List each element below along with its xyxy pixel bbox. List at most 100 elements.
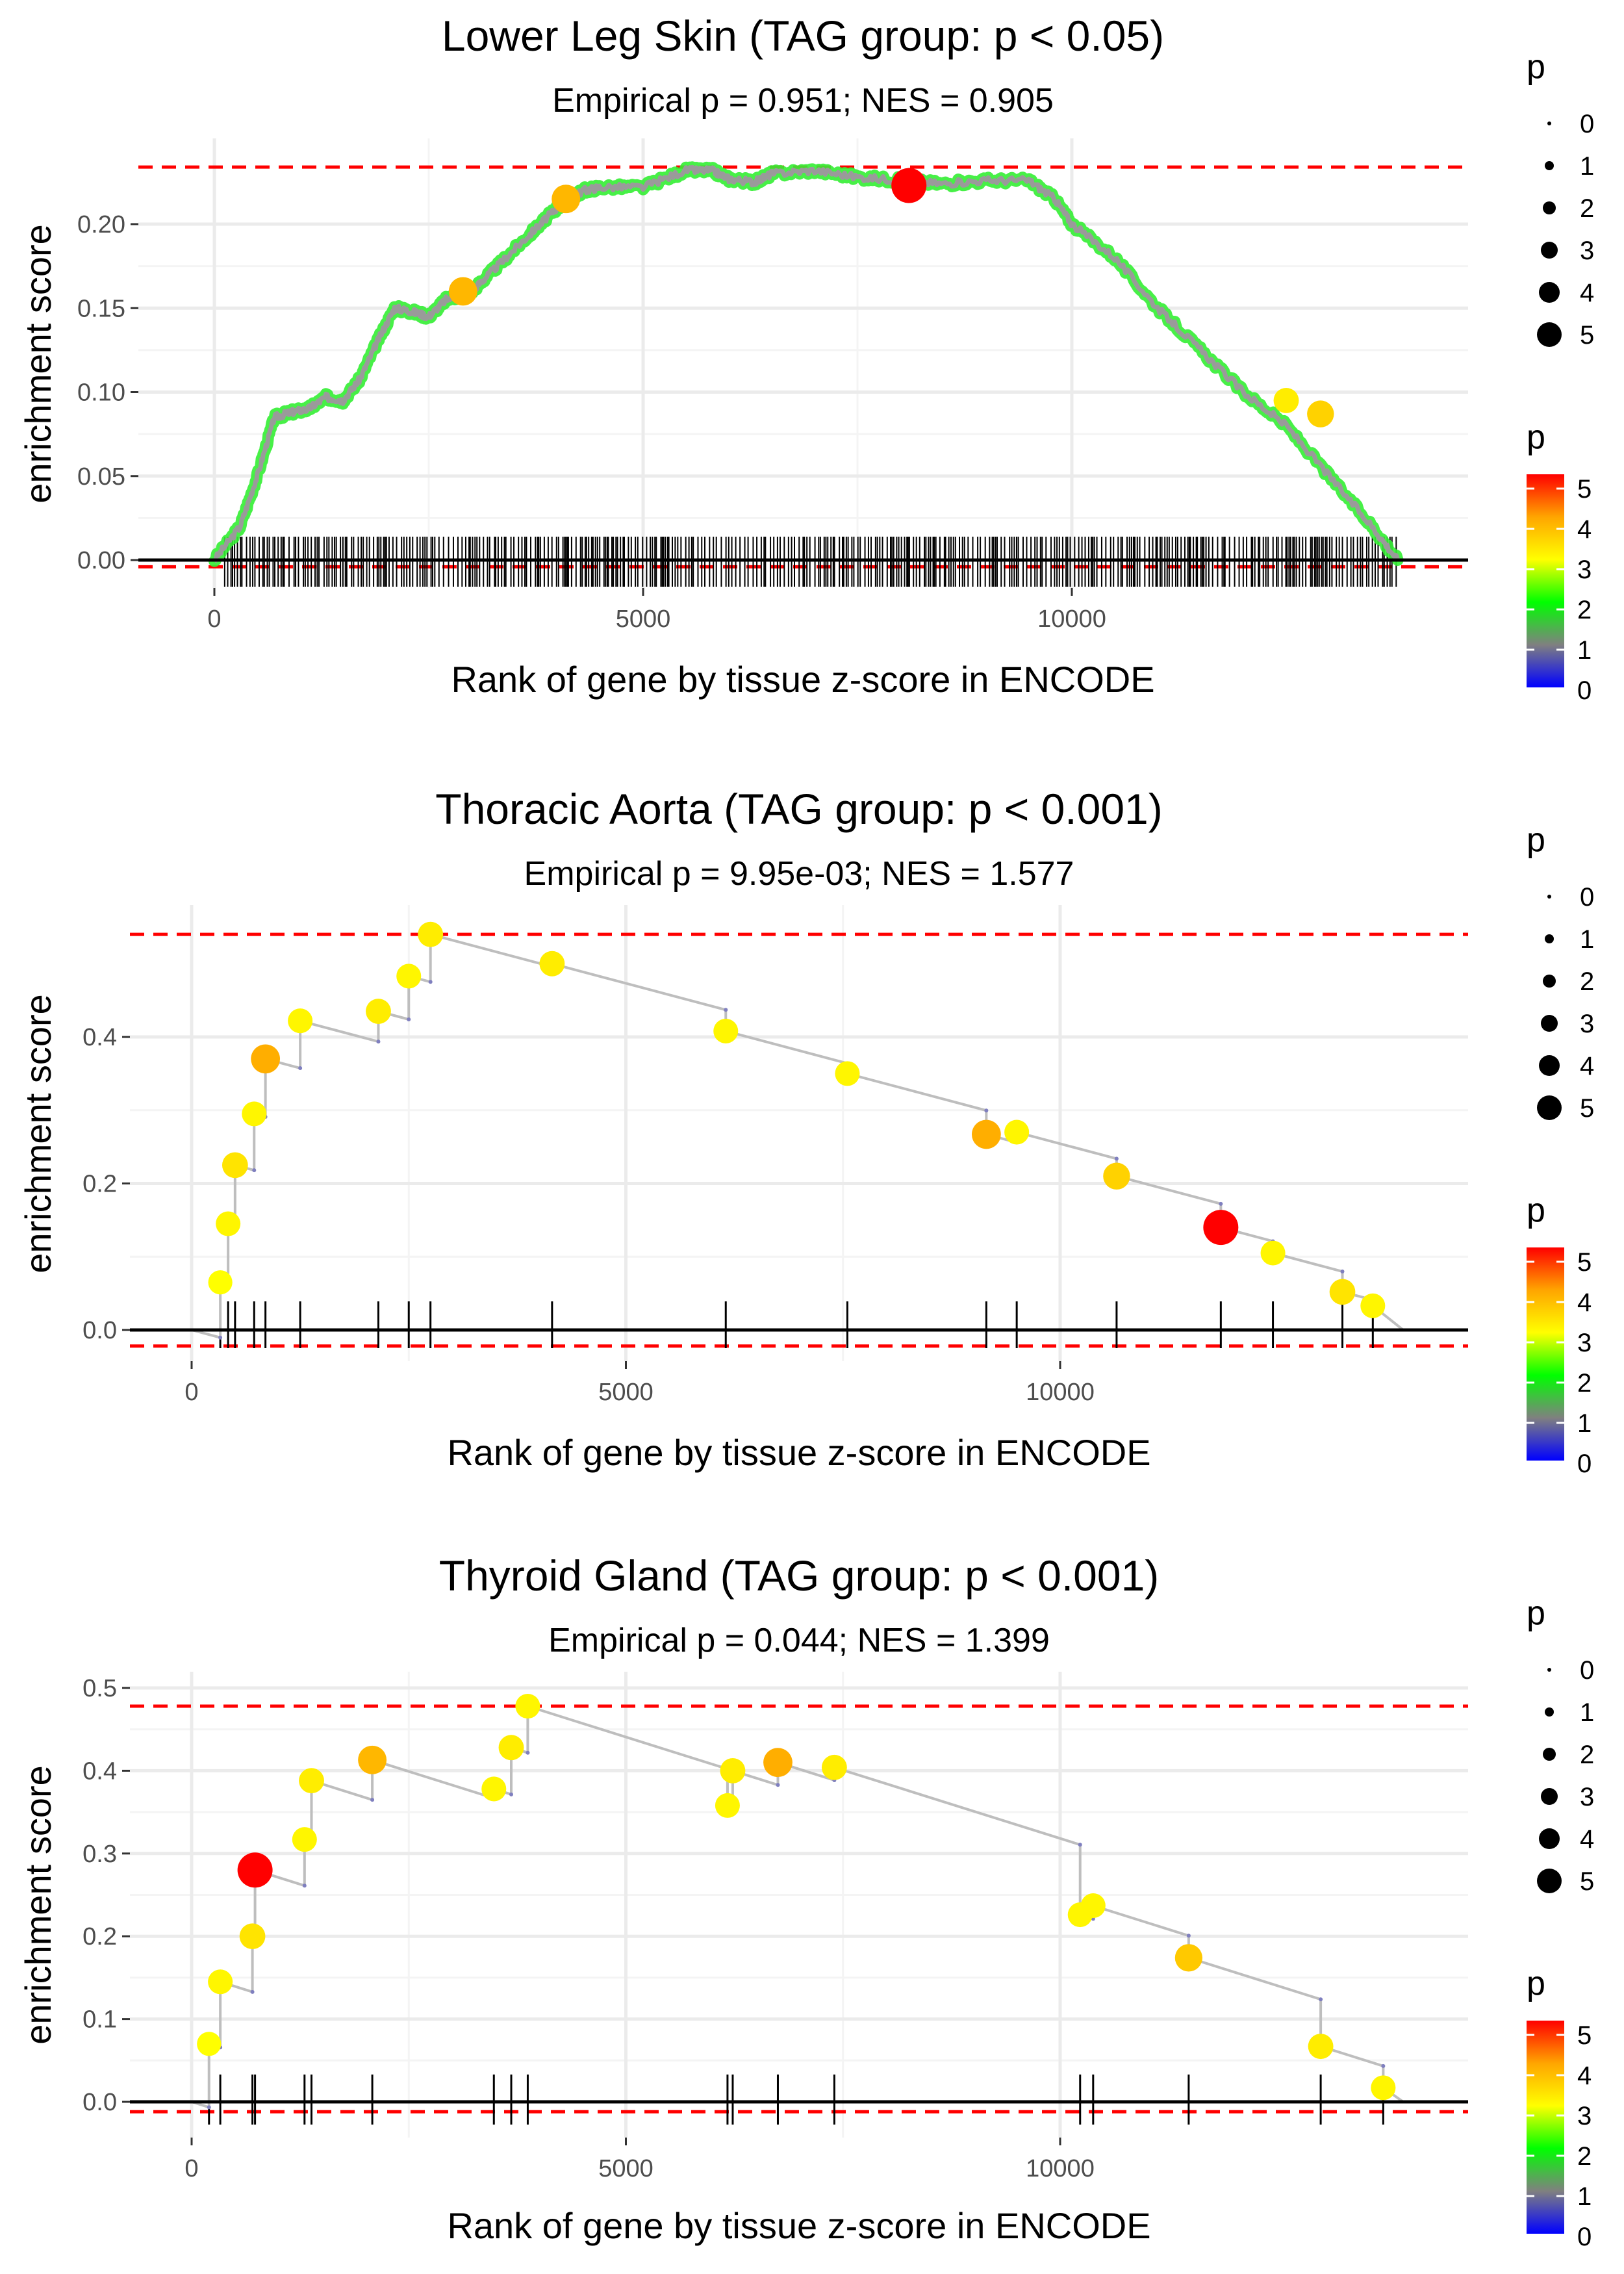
hit-point <box>1004 1119 1030 1145</box>
color-legend-label: 5 <box>1577 2021 1592 2050</box>
hit-point <box>1260 1240 1286 1266</box>
hit-point <box>208 1969 233 1995</box>
y-axis-label: enrichment score <box>18 994 58 1273</box>
color-legend-label: 2 <box>1577 2142 1592 2171</box>
size-legend-label: 4 <box>1580 279 1594 307</box>
size-legend-label: 1 <box>1580 152 1594 181</box>
es-trough-point <box>1381 2063 1386 2068</box>
es-trough-point <box>298 1066 303 1071</box>
size-legend-label: 2 <box>1580 967 1594 996</box>
size-legend-label: 3 <box>1580 1783 1594 1811</box>
es-trough-point <box>218 1335 223 1340</box>
y-tick-label: 0.0 <box>82 2089 117 2116</box>
plot-area: 0.0 0.2 0.4 0 5000 10000 <box>82 905 1468 1406</box>
x-tick-label: 10000 <box>1026 1379 1095 1406</box>
y-tick-label: 0.1 <box>82 2006 117 2034</box>
color-legend-label: 4 <box>1577 515 1592 544</box>
size-legend-label: 3 <box>1580 1010 1594 1038</box>
hit-point <box>1308 2034 1334 2060</box>
es-trough-point <box>526 1750 530 1755</box>
y-tick-label: 0.0 <box>82 1317 117 1344</box>
color-legend-label: 1 <box>1577 1409 1592 1438</box>
hit-point <box>197 2032 222 2056</box>
x-tick-label: 0 <box>207 606 221 633</box>
size-legend-dot <box>1545 934 1554 943</box>
size-legend-label: 1 <box>1580 925 1594 954</box>
y-tick-label: 0.15 <box>77 295 125 322</box>
hit-point <box>1371 2075 1396 2101</box>
hit-point <box>481 1776 507 1802</box>
es-trough-point <box>1219 1201 1223 1206</box>
size-legend-dot <box>1539 1055 1560 1076</box>
plot-content <box>138 161 1468 587</box>
hit-point <box>299 1768 324 1794</box>
legend-lower-leg-skin: p 0 1 2 3 4 5 p 0 1 2 3 4 5 <box>1527 48 1594 705</box>
color-legend-label: 4 <box>1577 1288 1592 1317</box>
size-legend-dot <box>1545 161 1554 170</box>
size-legend-title: p <box>1527 48 1545 86</box>
es-trough-point <box>302 1884 307 1888</box>
size-legend-dot <box>1547 895 1551 899</box>
y-tick-label: 0.3 <box>82 1841 117 1868</box>
hit-point <box>1273 387 1299 413</box>
size-legend-title: p <box>1527 821 1545 859</box>
color-legend-label: 4 <box>1577 2062 1592 2090</box>
color-legend-title: p <box>1527 1965 1545 2002</box>
hit-point <box>763 1748 793 1778</box>
hit-point <box>552 185 581 214</box>
size-legend-dot <box>1541 242 1558 259</box>
size-legend-label: 4 <box>1580 1825 1594 1854</box>
y-axis-label: enrichment score <box>18 1765 58 2045</box>
es-trough-point <box>428 980 433 984</box>
size-legend-label: 0 <box>1580 883 1594 912</box>
color-legend-label: 3 <box>1577 556 1592 584</box>
y-tick-label: 0.10 <box>77 379 125 407</box>
color-legend-label: 1 <box>1577 2182 1592 2211</box>
panel-lower-leg-skin: Lower Leg Skin (TAG group: p < 0.05) Emp… <box>18 12 1468 700</box>
hit-point <box>715 1793 740 1818</box>
x-tick-label: 0 <box>184 2155 198 2182</box>
y-tick-label: 0.4 <box>82 1024 117 1051</box>
legend-thyroid-gland: p 0 1 2 3 4 5 p 0 1 2 3 4 5 <box>1527 1594 1594 2251</box>
size-legend-label: 5 <box>1580 321 1594 350</box>
hit-point <box>1203 1210 1239 1246</box>
chart-title: Thyroid Gland (TAG group: p < 0.001) <box>439 1552 1160 1600</box>
color-legend-label: 2 <box>1577 596 1592 624</box>
hit-point <box>358 1745 387 1774</box>
panel-thoracic-aorta: Thoracic Aorta (TAG group: p < 0.001) Em… <box>18 785 1468 1473</box>
hit-point <box>237 1852 273 1888</box>
es-trough-point <box>1078 1843 1082 1847</box>
chart-subtitle: Empirical p = 0.044; NES = 1.399 <box>548 1622 1050 1659</box>
hit-point <box>720 1757 746 1783</box>
x-tick-label: 10000 <box>1026 2155 1095 2182</box>
y-axis-label: enrichment score <box>18 224 58 504</box>
size-legend-label: 5 <box>1580 1094 1594 1123</box>
x-tick-label: 5000 <box>598 1379 653 1406</box>
color-legend-label: 5 <box>1577 1248 1592 1277</box>
color-legend-label: 5 <box>1577 475 1592 504</box>
es-trough-point <box>984 1108 989 1113</box>
hit-point <box>1103 1162 1130 1190</box>
es-trough-point <box>407 1017 411 1021</box>
chart-title: Lower Leg Skin (TAG group: p < 0.05) <box>442 12 1164 60</box>
hit-point <box>242 1101 267 1127</box>
es-trough-point <box>207 2105 211 2110</box>
es-trough-point <box>1319 1997 1323 2002</box>
es-trough-point <box>776 1783 780 1787</box>
hit-point <box>713 1018 739 1043</box>
size-legend-dot <box>1543 201 1556 214</box>
hit-point <box>251 1044 281 1074</box>
size-legend-label: 3 <box>1580 236 1594 265</box>
hit-point <box>1360 1293 1386 1318</box>
es-trough-point <box>250 1989 255 1994</box>
size-legend-title: p <box>1527 1594 1545 1632</box>
size-legend-dot <box>1537 1095 1562 1120</box>
y-tick-label: 0.00 <box>77 547 125 574</box>
x-axis-label: Rank of gene by tissue z-score in ENCODE <box>447 1432 1150 1473</box>
hit-point <box>288 1008 313 1034</box>
size-legend-dot <box>1541 1015 1558 1032</box>
color-legend-bar <box>1527 2021 1564 2234</box>
hit-point <box>292 1827 317 1852</box>
hit-point <box>208 1270 233 1295</box>
